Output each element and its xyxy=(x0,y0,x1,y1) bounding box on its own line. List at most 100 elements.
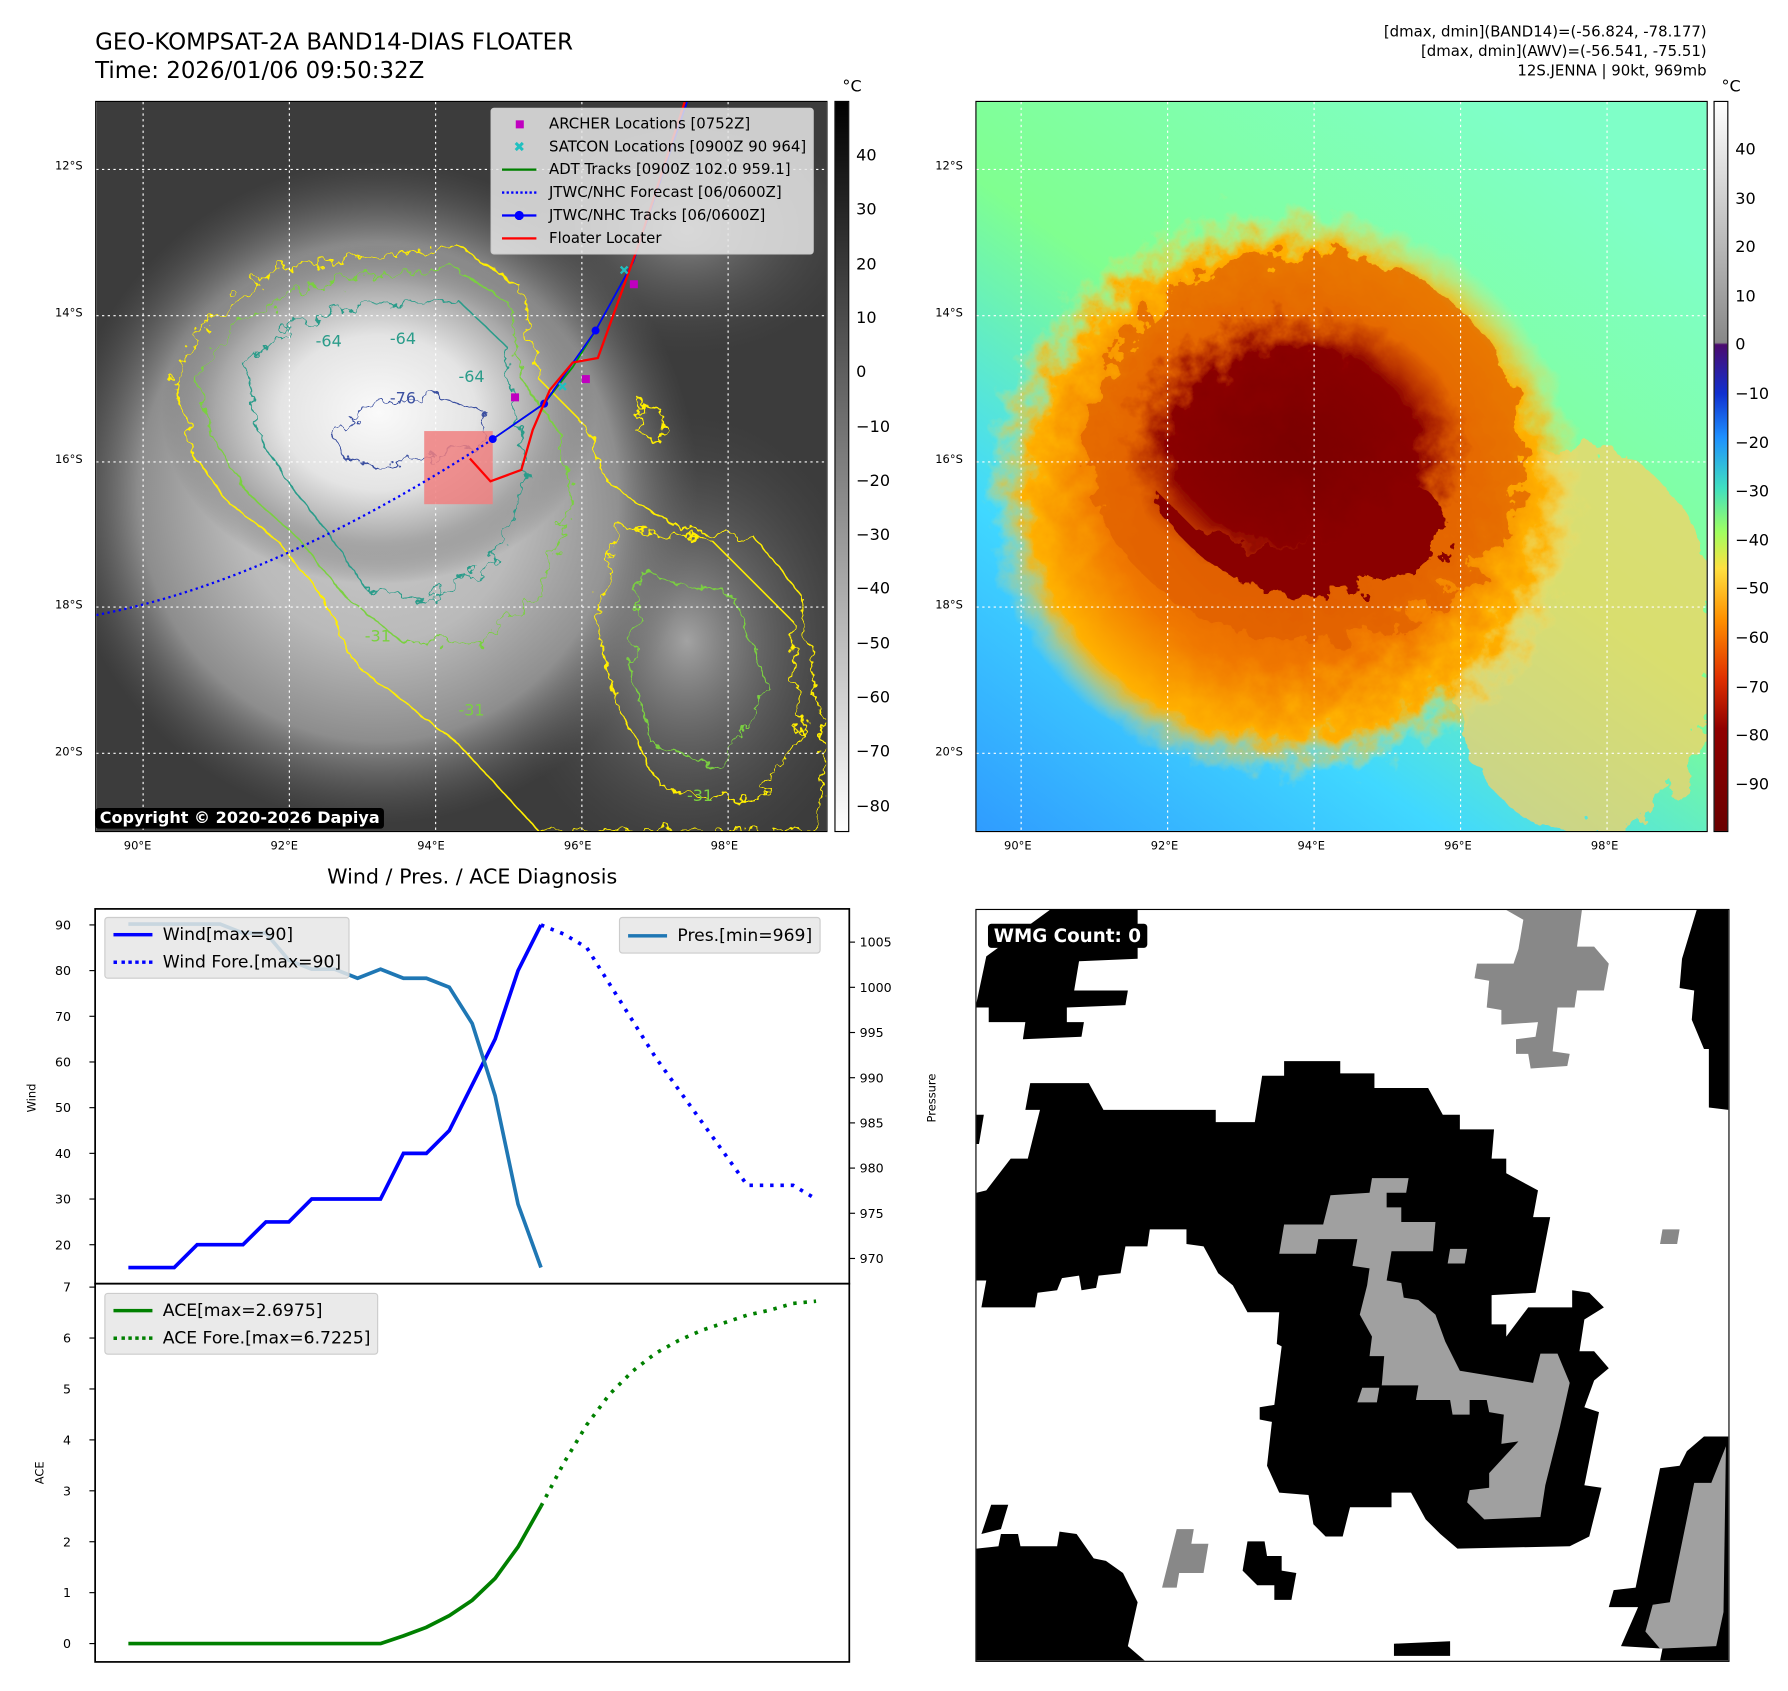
wmg-black-regions xyxy=(976,910,1729,1661)
legend-adt: ADT Tracks [0900Z 102.0 959.1] xyxy=(499,158,807,181)
colorbar-tick-label: −10 xyxy=(1735,385,1770,404)
diagnosis-title: Wind / Pres. / ACE Diagnosis xyxy=(327,865,618,890)
lon-label: 96°E xyxy=(1444,840,1472,853)
pressure-tick-label: 995 xyxy=(860,1025,884,1040)
colorbar-tick-label: 10 xyxy=(856,309,877,328)
colorbar-tick-label: −50 xyxy=(1735,580,1770,599)
pressure-tick-label: 975 xyxy=(860,1206,884,1221)
line-dot-icon xyxy=(499,210,540,221)
colorbar-tick-label: −70 xyxy=(856,743,891,762)
ir-colorbar xyxy=(834,100,850,833)
legend-ace-forecast: ACE Fore.[max=6.7225] xyxy=(112,1324,371,1352)
contour-label: -64 xyxy=(390,329,416,348)
colorbar-tick-label: 20 xyxy=(1735,238,1756,257)
legend-label: Wind[max=90] xyxy=(162,923,294,945)
ace-tick-label: 1 xyxy=(63,1585,71,1600)
dotted-line-icon xyxy=(112,1335,153,1340)
ace-tick-label: 6 xyxy=(63,1331,71,1346)
colorbar-tick-label: 20 xyxy=(856,255,877,274)
pressure-tick-label: 985 xyxy=(860,1115,884,1130)
pressure-tick-label: 980 xyxy=(860,1161,884,1176)
wind-tick-label: 70 xyxy=(55,1009,71,1024)
colorbar-tick-label: 30 xyxy=(856,200,877,220)
lon-label: 94°E xyxy=(1297,840,1326,853)
wind-tick-label: 90 xyxy=(55,918,71,933)
floater-box xyxy=(424,431,493,505)
lat-label: 18°S xyxy=(55,599,83,613)
wmg-panel: WMG Count: 0 xyxy=(975,908,1730,1662)
lat-label: 20°S xyxy=(55,746,83,759)
legend-label: ACE Fore.[max=6.7225] xyxy=(162,1327,371,1348)
wind-tick-label: 20 xyxy=(55,1237,71,1252)
lat-label: 16°S xyxy=(935,453,963,467)
lat-label: 12°S xyxy=(935,160,963,174)
colorbar-tick-label: −50 xyxy=(856,634,891,653)
color-colorbar xyxy=(1713,100,1729,833)
legend-wind-forecast: Wind Fore.[max=90] xyxy=(112,948,341,976)
colorbar-tick-label: 40 xyxy=(856,146,877,166)
wmg-count-label: WMG Count: 0 xyxy=(987,923,1147,948)
pressure-tick-label: 1000 xyxy=(860,980,892,995)
diagnosis-chart: 2030405060708090970975980985990995100010… xyxy=(25,908,938,1663)
solid-line-icon xyxy=(499,168,540,171)
lon-label: 94°E xyxy=(417,840,445,853)
colorbar-tick-label: −60 xyxy=(1735,629,1770,648)
lon-label: 96°E xyxy=(563,840,592,853)
wind-legend: Wind[max=90] Wind Fore.[max=90] xyxy=(104,916,350,979)
awv-range: [dmax, dmin](AWV)=(-56.541, -75.51) xyxy=(1420,43,1707,61)
contour-labels: -76 -64 -64 -64 -31 -31 -31 xyxy=(316,329,713,805)
color-map-canvas xyxy=(976,102,1707,831)
ace-axis-label: ACE xyxy=(33,1461,47,1484)
contour-label: -64 xyxy=(316,332,342,351)
lon-label: 90°E xyxy=(123,840,152,853)
wind-tick-label: 80 xyxy=(55,963,71,978)
wind-axis-label: Wind xyxy=(25,1084,39,1113)
x-marker-icon: ✖ xyxy=(513,138,525,155)
contour-label: -76 xyxy=(390,389,416,408)
color-colorbar-unit: °C xyxy=(1721,77,1741,97)
pressure-axis-label: Pressure xyxy=(924,1074,938,1123)
legend-ace: ACE[max=2.6975] xyxy=(112,1296,370,1324)
colorbar-tick-label: −30 xyxy=(1735,482,1770,502)
colorbar-tick-label: −80 xyxy=(856,797,891,816)
contour-label: -31 xyxy=(458,701,484,720)
legend-label: ADT Tracks [0900Z 102.0 959.1] xyxy=(549,161,791,179)
ace-line xyxy=(128,1505,543,1646)
ace-legend: ACE[max=2.6975] ACE Fore.[max=6.7225] xyxy=(104,1292,379,1355)
colorbar-tick-label: −10 xyxy=(856,417,891,437)
wind-tick-label: 60 xyxy=(55,1055,71,1070)
legend-label: Floater Locater xyxy=(549,229,662,247)
satcon-markers xyxy=(558,265,629,391)
floater-locater-track xyxy=(469,102,686,483)
legend-label: ACE[max=2.6975] xyxy=(162,1299,323,1321)
colorbar-tick-label: −90 xyxy=(1735,775,1770,795)
colorbar-tick-label: 0 xyxy=(1735,336,1746,355)
color-map xyxy=(975,100,1708,833)
legend-label: JTWC/NHC Forecast [06/0600Z] xyxy=(549,183,782,202)
lat-label: 14°S xyxy=(55,307,83,320)
band14-range: [dmax, dmin](BAND14)=(-56.824, -78.177) xyxy=(1383,24,1707,42)
square-marker-icon xyxy=(499,119,540,128)
contour-label: -31 xyxy=(687,786,713,805)
colorbar-tick-label: −40 xyxy=(1735,531,1770,550)
solid-line-icon xyxy=(112,932,153,936)
ace-tick-label: 0 xyxy=(63,1636,71,1651)
time-label: Time: 2026/01/06 09:50:32Z xyxy=(95,56,425,84)
lon-label: 92°E xyxy=(1150,840,1179,853)
dotted-line-icon xyxy=(112,959,153,964)
satellite-title: GEO-KOMPSAT-2A BAND14-DIAS FLOATER xyxy=(95,27,574,56)
pressure-tick-label: 970 xyxy=(860,1251,884,1266)
wmg-canvas xyxy=(976,910,1729,1661)
legend-label: SATCON Locations [0900Z 90 964] xyxy=(549,138,807,156)
archer-markers xyxy=(511,280,638,402)
lon-label: 90°E xyxy=(1004,840,1032,853)
wind-tick-label: 50 xyxy=(55,1100,71,1115)
lon-label: 92°E xyxy=(270,840,299,853)
contour-label: -64 xyxy=(458,367,484,386)
pressure-tick-label: 1005 xyxy=(860,935,892,950)
lat-label: 12°S xyxy=(55,160,83,174)
dotted-line-icon xyxy=(499,191,540,194)
legend-pressure: Pres.[min=969] xyxy=(627,920,812,950)
solid-line-icon xyxy=(499,237,540,240)
legend-label: JTWC/NHC Tracks [06/0600Z] xyxy=(549,206,766,225)
